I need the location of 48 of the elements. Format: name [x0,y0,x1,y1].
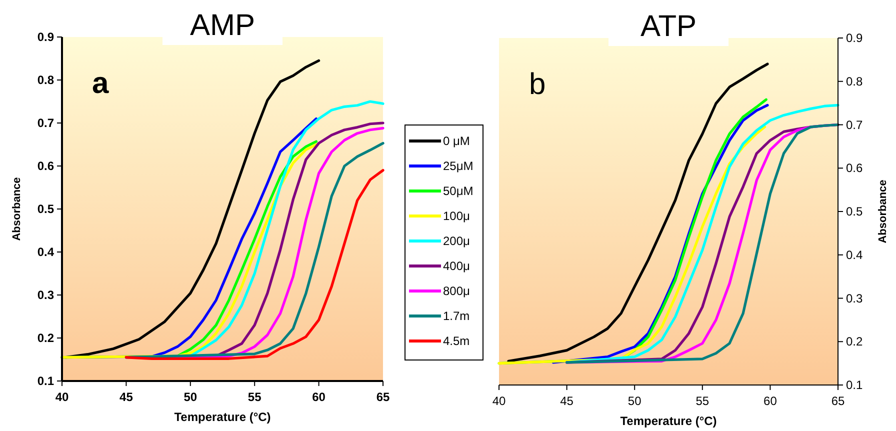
y2-tick-label: 0.7 [846,118,864,132]
legend-label: 50μM [443,184,474,198]
annotation: b [529,68,546,101]
x-tick-label: 55 [248,390,262,404]
y2-tick-label: 0.9 [846,31,864,45]
x-tick-label: 50 [628,394,642,408]
legend-label: 0 μM [443,134,470,148]
legend-label: 400μ [443,259,470,273]
x-tick-label: 60 [764,394,778,408]
y2-tick-label: 0.1 [846,378,864,392]
y2-tick-label: 0.2 [846,334,864,349]
x-tick-label: 45 [560,394,574,408]
x-axis-title: Temperature (°C) [620,414,717,428]
legend-label: 200μ [443,234,470,248]
x-axis-title: Temperature (°C) [174,410,271,424]
y-tick-label: 0.1 [37,374,54,388]
y-tick-label: 0.4 [37,245,54,259]
y2-tick-label: 0.8 [846,74,864,88]
y2-tick-label: 0.5 [846,204,864,218]
x-tick-label: 65 [376,390,390,404]
x-tick-label: 55 [696,394,710,408]
y2-tick-label: 0.6 [846,161,864,176]
x-tick-label: 65 [831,394,845,408]
y-axis-title: Absorbance [11,177,23,241]
x-tick-label: 45 [120,390,134,404]
chart-title: AMP [190,9,256,42]
y-tick-label: 0.7 [37,116,54,130]
y2-axis-title: Absorbance [877,180,889,244]
legend-label: 4.5m [443,334,470,348]
annotation: a [92,67,109,100]
legend-label: 800μ [443,284,470,298]
y-tick-label: 0.6 [37,159,54,173]
x-tick-label: 40 [492,394,506,408]
y-tick-label: 0.5 [37,202,54,216]
y2-tick-label: 0.4 [846,248,864,262]
y-tick-label: 0.3 [37,288,54,302]
chart-title: ATP [640,10,697,43]
line-series [507,62,769,362]
legend-label: 1.7m [443,309,470,323]
y-tick-label: 0.8 [37,73,54,87]
x-tick-label: 40 [55,390,69,404]
y-tick-label: 0.2 [37,331,54,345]
y-tick-label: 0.9 [37,30,54,44]
legend-label: 100μ [443,209,470,223]
y2-tick-label: 0.3 [846,291,864,306]
x-tick-label: 50 [184,390,198,404]
x-tick-label: 60 [312,390,326,404]
legend-label: 25μM [443,159,474,173]
